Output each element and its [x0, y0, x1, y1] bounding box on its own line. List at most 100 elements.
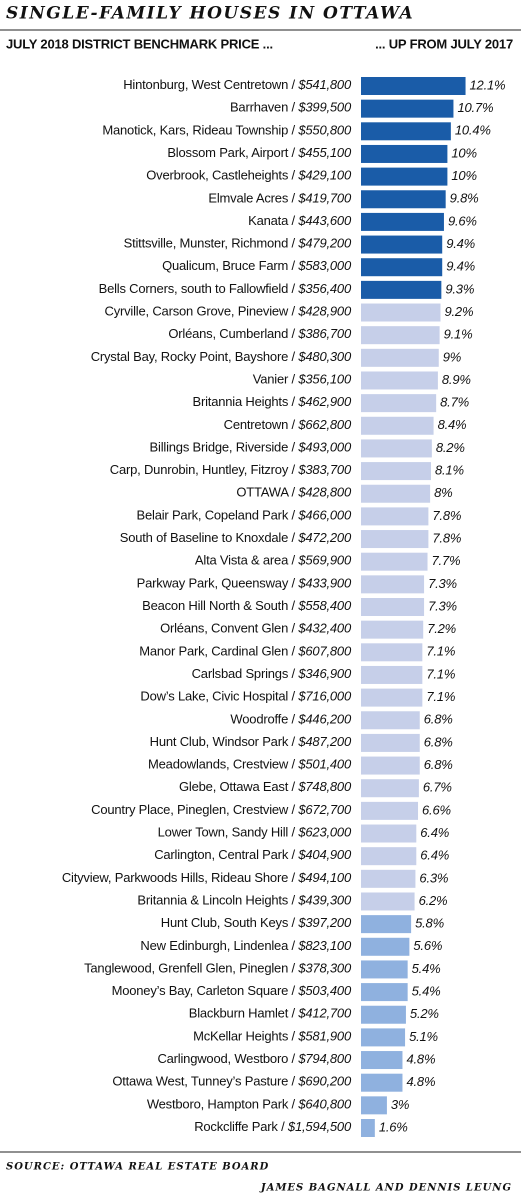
- value-label: 6.8%: [424, 712, 453, 727]
- separator: /: [288, 893, 298, 908]
- bar: [361, 99, 454, 118]
- bar: [361, 348, 439, 367]
- district-name: Bells Corners, south to Fallowfield: [99, 281, 289, 296]
- district-name: Hunt Club, South Keys: [161, 916, 289, 931]
- district-name: Hintonburg, West Centretown: [123, 77, 288, 92]
- category-label: Centretown / $662,800: [224, 417, 352, 432]
- category-label: Dow’s Lake, Civic Hospital / $716,000: [140, 689, 352, 704]
- separator: /: [288, 916, 298, 931]
- value-label: 7.8%: [432, 530, 461, 545]
- separator: /: [288, 1006, 298, 1021]
- bar: [361, 665, 423, 684]
- separator: /: [288, 644, 298, 659]
- price: $419,700: [297, 191, 352, 206]
- value-label: 7.3%: [428, 598, 457, 613]
- value-label: 8%: [434, 485, 452, 500]
- district-name: Carp, Dunrobin, Huntley, Fitzroy: [110, 463, 289, 478]
- value-label: 9.3%: [445, 281, 474, 296]
- category-label: Vanier / $356,100: [253, 372, 352, 387]
- bar: [361, 303, 441, 322]
- value-label: 5.8%: [415, 916, 444, 931]
- value-label: 9.4%: [446, 259, 475, 274]
- district-name: Vanier: [253, 372, 289, 387]
- price: $823,100: [297, 938, 352, 953]
- separator: /: [288, 304, 298, 319]
- price: $466,000: [297, 508, 352, 523]
- bar: [361, 530, 429, 549]
- value-label: 9.8%: [450, 191, 479, 206]
- price: $607,800: [297, 644, 352, 659]
- value-label: 5.4%: [412, 984, 441, 999]
- price: $428,800: [297, 485, 352, 500]
- district-name: Centretown: [224, 417, 288, 432]
- district-name: Beacon Hill North & South: [142, 598, 288, 613]
- price: $479,200: [297, 236, 352, 251]
- separator: /: [288, 576, 298, 591]
- price: $558,400: [297, 598, 352, 613]
- value-label: 8.2%: [436, 440, 465, 455]
- district-name: Cyrville, Carson Grove, Pineview: [105, 304, 289, 319]
- district-name: Overbrook, Castleheights: [146, 168, 289, 183]
- category-label: Rockcliffe Park / $1,594,500: [194, 1119, 352, 1134]
- separator: /: [288, 508, 298, 523]
- value-label: 9%: [443, 349, 461, 364]
- value-label: 7.7%: [432, 553, 461, 568]
- price: $386,700: [297, 327, 352, 342]
- price: $404,900: [297, 848, 352, 863]
- separator: /: [288, 1051, 298, 1066]
- bar: [361, 484, 431, 503]
- price: $690,200: [297, 1074, 352, 1089]
- separator: /: [288, 961, 298, 976]
- bar: [361, 801, 419, 820]
- separator: /: [288, 1074, 298, 1089]
- district-name: Hunt Club, Windsor Park: [150, 734, 289, 749]
- district-name: Elmvale Acres: [208, 191, 288, 206]
- price: $443,600: [297, 213, 352, 228]
- bar: [361, 869, 416, 888]
- value-label: 7.3%: [428, 576, 457, 591]
- district-name: Barrhaven: [230, 100, 288, 115]
- value-label: 9.4%: [446, 236, 475, 251]
- category-label: Beacon Hill North & South / $558,400: [142, 598, 352, 613]
- credit: JAMES BAGNALL AND DENNIS LEUNG: [259, 1183, 512, 1194]
- value-label: 6.4%: [420, 825, 449, 840]
- category-label: Hunt Club, Windsor Park / $487,200: [150, 734, 352, 749]
- price: $446,200: [297, 712, 352, 727]
- district-name: New Edinburgh, Lindenlea: [140, 938, 289, 953]
- district-name: Manotick, Kars, Rideau Township: [102, 123, 288, 138]
- category-label: Overbrook, Castleheights / $429,100: [146, 168, 352, 183]
- bar: [361, 212, 444, 231]
- price: $494,100: [297, 870, 352, 885]
- value-label: 9.1%: [444, 327, 473, 342]
- category-label: Woodroffe / $446,200: [230, 712, 352, 727]
- price: $1,594,500: [287, 1119, 352, 1134]
- category-label: Hunt Club, South Keys / $397,200: [161, 916, 352, 931]
- bar: [361, 1051, 403, 1070]
- bar: [361, 711, 420, 730]
- price: $672,700: [297, 802, 352, 817]
- category-label: South of Baseline to Knoxdale / $472,200: [120, 530, 352, 545]
- category-label: Carlington, Central Park / $404,900: [154, 848, 352, 863]
- separator: /: [288, 666, 298, 681]
- category-label: Stittsville, Munster, Richmond / $479,20…: [124, 236, 352, 251]
- separator: /: [288, 417, 298, 432]
- category-label: Carlsbad Springs / $346,900: [192, 666, 352, 681]
- bar: [361, 167, 448, 186]
- value-label: 7.1%: [426, 644, 455, 659]
- separator: /: [288, 100, 298, 115]
- value-label: 6.8%: [424, 757, 453, 772]
- price: $501,400: [297, 757, 352, 772]
- bar: [361, 824, 417, 843]
- separator: /: [288, 802, 298, 817]
- district-name: Qualicum, Bruce Farm: [162, 259, 288, 274]
- price: $662,800: [297, 417, 352, 432]
- category-label: Blossom Park, Airport / $455,100: [167, 145, 352, 160]
- bar: [361, 416, 434, 435]
- price: $581,900: [297, 1029, 352, 1044]
- value-label: 10%: [451, 145, 476, 160]
- value-label: 10.4%: [455, 123, 491, 138]
- bar: [361, 937, 410, 956]
- separator: /: [288, 870, 298, 885]
- district-name: Parkway Park, Queensway: [137, 576, 289, 591]
- district-name: South of Baseline to Knoxdale: [120, 530, 288, 545]
